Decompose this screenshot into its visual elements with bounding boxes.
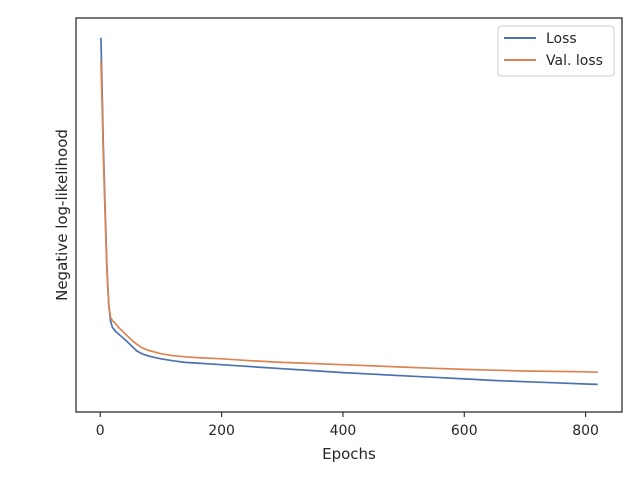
plot-frame — [75, 17, 623, 413]
x-ticks: 0 200 400 600 800 — [96, 412, 599, 439]
legend-label-loss: Loss — [546, 31, 577, 47]
x-tick-label: 200 — [208, 423, 235, 439]
x-tick-label: 800 — [572, 423, 599, 439]
y-axis-label: Negative log-likelihood — [53, 129, 71, 301]
x-axis-label: Epochs — [322, 445, 376, 463]
x-tick-label: 400 — [330, 423, 357, 439]
series-line-val-loss — [100, 61, 598, 374]
x-tick-label: 0 — [96, 423, 105, 439]
legend: Loss Val. loss — [497, 25, 615, 77]
plot-background — [76, 18, 622, 412]
legend-label-val-loss: Val. loss — [546, 53, 603, 69]
series-layer — [100, 37, 598, 386]
x-tick-label: 600 — [451, 423, 478, 439]
